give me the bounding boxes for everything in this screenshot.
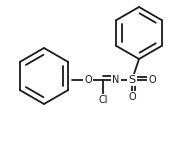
Text: S: S: [128, 75, 136, 85]
Text: O: O: [128, 92, 136, 102]
Text: N: N: [112, 75, 120, 85]
Text: O: O: [148, 75, 156, 85]
Text: Cl: Cl: [98, 95, 108, 105]
Text: O: O: [84, 75, 92, 85]
